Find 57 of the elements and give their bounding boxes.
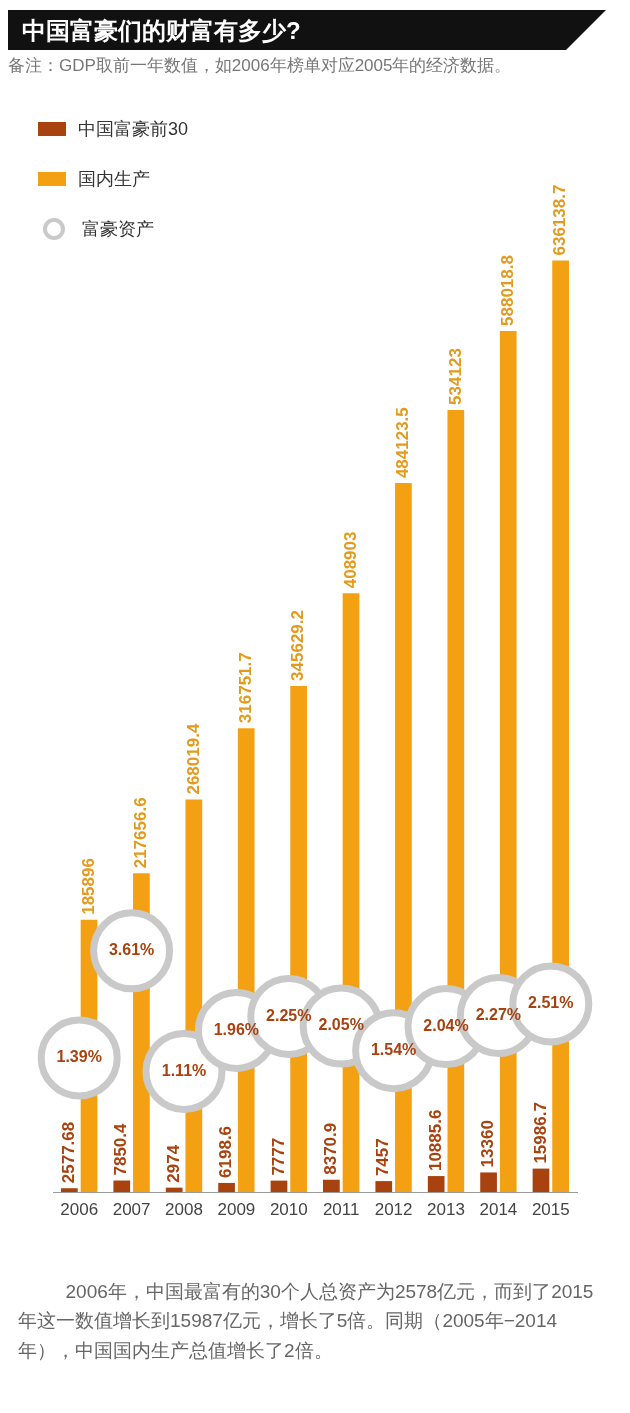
data-label: 1.39% bbox=[56, 1048, 102, 1066]
data-label: 636138.7 bbox=[550, 184, 570, 256]
data-label: 7777 bbox=[268, 1137, 288, 1176]
x-tick-label: 2015 bbox=[531, 1199, 570, 1219]
data-label: 2.51% bbox=[528, 994, 574, 1012]
legend-label: 国内生产 bbox=[78, 168, 150, 191]
x-tick-label: 2012 bbox=[374, 1199, 413, 1219]
data-label: 1.11% bbox=[161, 1061, 207, 1079]
data-label: 2.05% bbox=[318, 1016, 364, 1034]
data-label: 7457 bbox=[373, 1138, 393, 1177]
data-label: 408903 bbox=[340, 531, 360, 589]
bar bbox=[61, 1188, 78, 1192]
data-label: 2.25% bbox=[266, 1006, 312, 1024]
bar bbox=[532, 1168, 550, 1192]
data-label: 345629.2 bbox=[288, 609, 308, 681]
data-label: 588018.8 bbox=[497, 255, 517, 326]
data-label: 1.54% bbox=[370, 1041, 417, 1059]
legend-label: 中国富豪前30 bbox=[78, 118, 189, 141]
bar bbox=[323, 1179, 340, 1192]
data-label: 316751.7 bbox=[235, 652, 255, 724]
bar bbox=[165, 1187, 183, 1192]
text: 2006年，中国最富有的30个人总资产为2578亿元，而到了2015年这一数值增长到15987亿元，增长了5倍。同期（2005年−2014年），中国国内生产总值增长了2倍。 bbox=[18, 1280, 595, 1363]
x-tick-label: 2006 bbox=[60, 1199, 99, 1219]
point bbox=[37, 1016, 121, 1100]
x-tick-label: 2010 bbox=[269, 1199, 308, 1219]
x-tick-label: 2011 bbox=[322, 1199, 360, 1219]
data-label: 3.61% bbox=[108, 941, 155, 959]
data-label: 15986.7 bbox=[530, 1102, 550, 1164]
data-label: 217656.6 bbox=[131, 797, 151, 869]
data-label: 2577.68 bbox=[59, 1121, 79, 1184]
bar bbox=[375, 1181, 393, 1192]
data-label: 2.04% bbox=[423, 1016, 469, 1034]
bar bbox=[218, 1182, 235, 1192]
data-label: 2.27% bbox=[475, 1005, 522, 1023]
bar bbox=[270, 1180, 288, 1192]
data-label: 484123.5 bbox=[393, 407, 413, 479]
data-label: 10885.6 bbox=[425, 1109, 445, 1172]
chart-subtitle: 备注：GDP取前一年数值，如2006年榜单对应2005年的经济数据。 bbox=[8, 55, 513, 77]
data-label: 534123 bbox=[445, 348, 465, 405]
data-label: 1.96% bbox=[213, 1020, 260, 1038]
data-label: 2974 bbox=[163, 1144, 183, 1183]
legend-label: 富豪资产 bbox=[82, 218, 154, 241]
x-tick-label: 2009 bbox=[217, 1199, 256, 1219]
data-label: 6198.6 bbox=[216, 1125, 236, 1178]
data-label: 13360 bbox=[478, 1120, 498, 1168]
bar bbox=[427, 1176, 445, 1192]
data-label: 7850.4 bbox=[111, 1122, 131, 1176]
data-label: 185896 bbox=[78, 858, 98, 915]
x-tick-label: 2013 bbox=[427, 1199, 465, 1219]
bar bbox=[113, 1180, 131, 1192]
x-tick-label: 2008 bbox=[165, 1199, 203, 1219]
data-label: 268019.4 bbox=[183, 723, 203, 795]
data-label: 8370.9 bbox=[321, 1122, 341, 1175]
x-tick-label: 2014 bbox=[479, 1199, 518, 1219]
bar bbox=[480, 1172, 497, 1192]
chart-title: 中国富豪们的财富有多少? bbox=[22, 16, 301, 46]
x-tick-label: 2007 bbox=[112, 1199, 151, 1219]
